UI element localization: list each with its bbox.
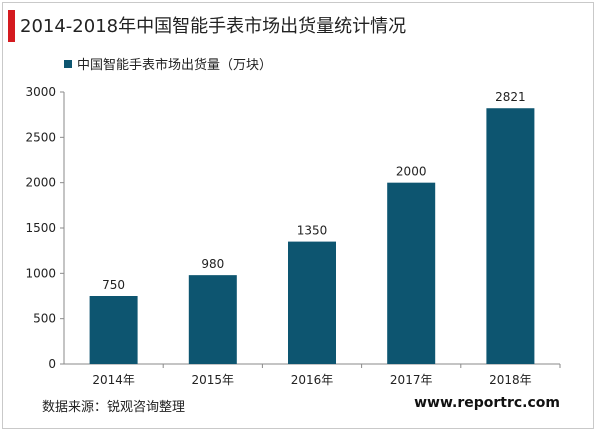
bar — [288, 241, 336, 364]
y-tick-label: 1000 — [25, 266, 56, 280]
bar — [89, 296, 138, 364]
bar — [387, 182, 436, 364]
y-tick-label: 2500 — [25, 130, 56, 144]
data-label: 750 — [102, 278, 125, 292]
legend-label: 中国智能手表市场出货量（万块） — [77, 58, 273, 73]
data-label: 980 — [201, 257, 224, 271]
y-tick-label: 3000 — [25, 85, 56, 99]
chart-title: 2014-2018年中国智能手表市场出货量统计情况 — [20, 16, 407, 37]
data-label: 2821 — [495, 90, 526, 104]
x-tick-label: 2016年 — [291, 373, 334, 387]
bar — [188, 275, 237, 364]
data-label: 1350 — [297, 224, 328, 238]
y-tick-label: 500 — [33, 312, 56, 326]
x-tick-label: 2017年 — [390, 373, 433, 387]
y-tick-label: 2000 — [25, 176, 56, 190]
y-tick-label: 1500 — [25, 221, 56, 235]
legend: 中国智能手表市场出货量（万块） — [64, 54, 272, 73]
x-tick-label: 2018年 — [489, 373, 532, 387]
x-tick-label: 2014年 — [92, 373, 135, 387]
data-label: 2000 — [396, 165, 427, 179]
y-tick-label: 0 — [48, 357, 56, 371]
bar — [486, 108, 535, 364]
title-accent-bar — [8, 10, 15, 42]
source-note: 数据来源：锐观咨询整理 — [42, 400, 186, 415]
legend-swatch — [64, 59, 72, 68]
x-tick-label: 2015年 — [192, 373, 235, 387]
website-label: www.reportrc.com — [414, 395, 560, 411]
